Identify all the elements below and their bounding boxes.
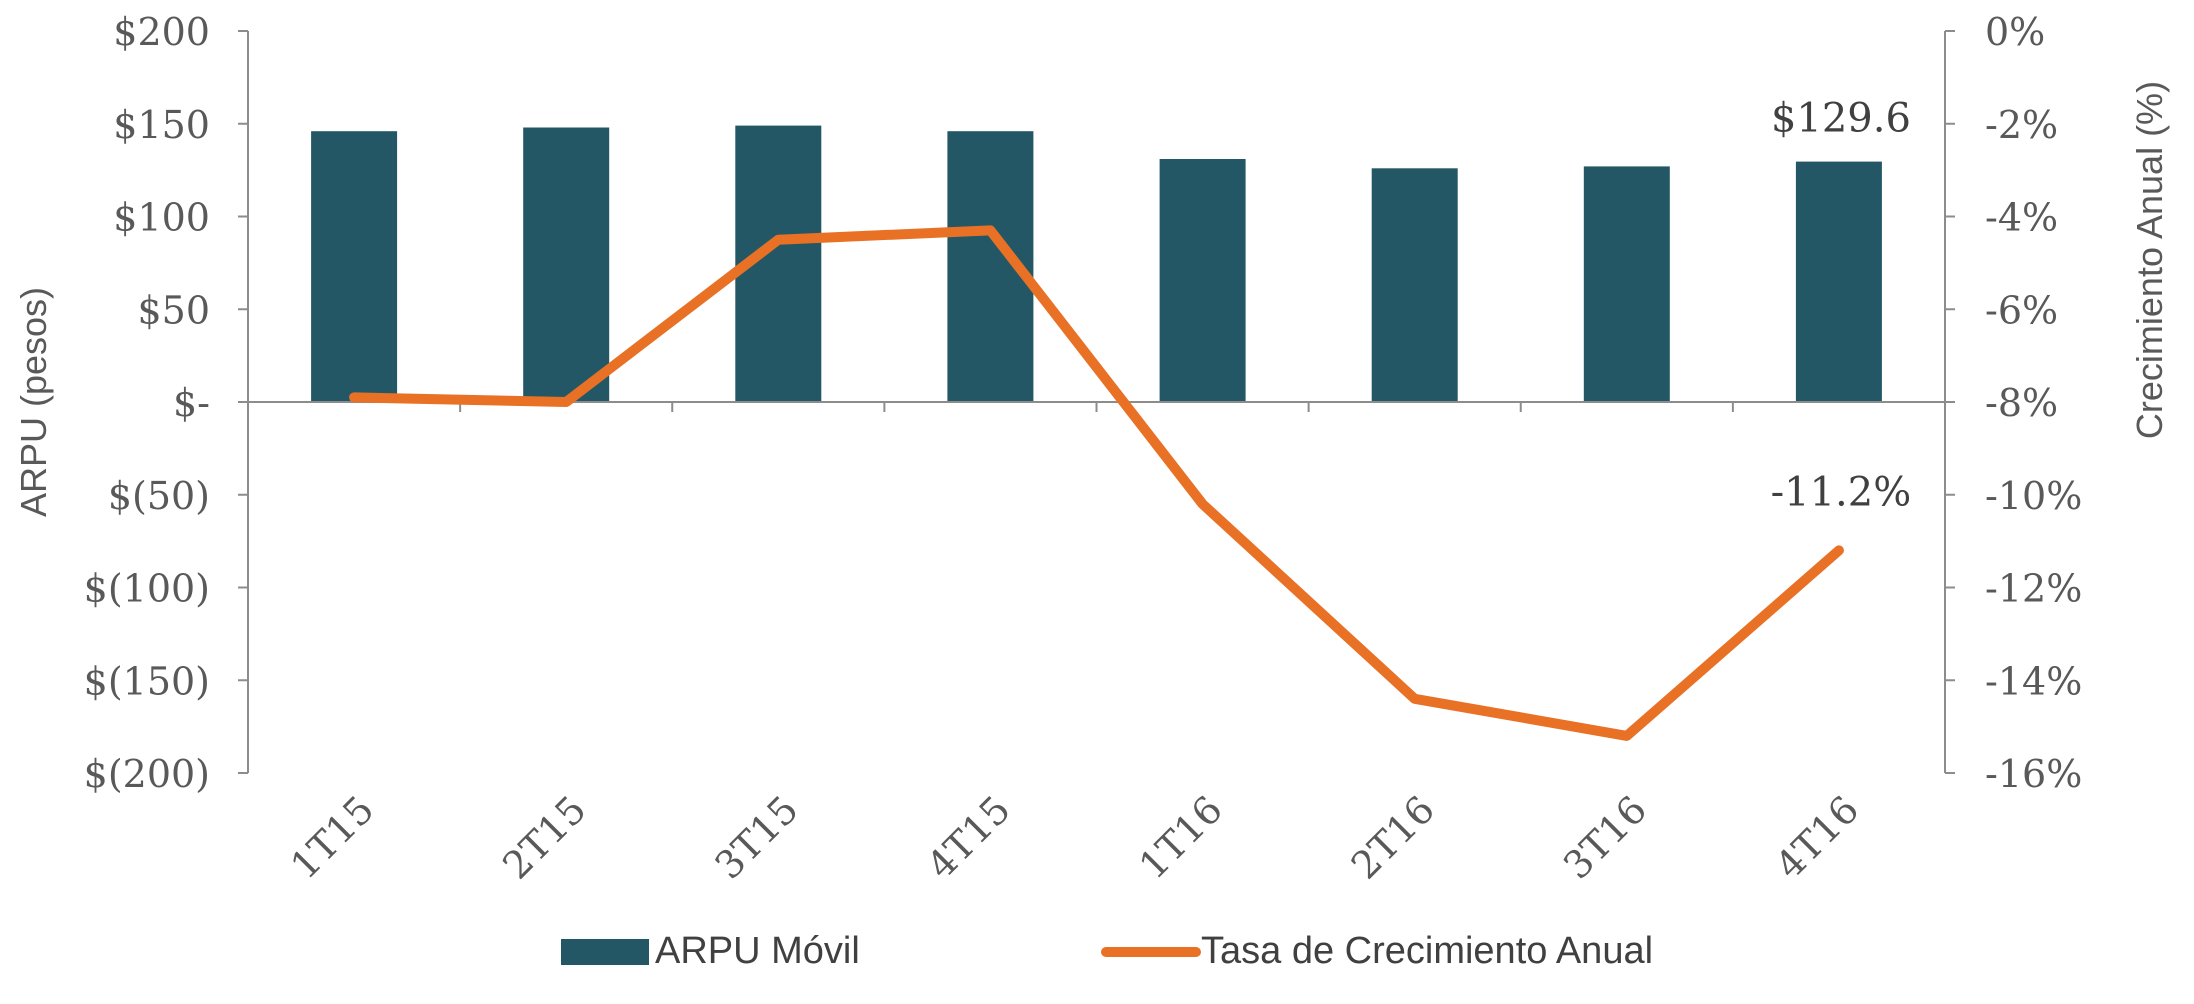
right-tick-label: -10% xyxy=(1985,474,2082,518)
bar-3t16 xyxy=(1583,166,1670,402)
bar-1t15 xyxy=(311,131,398,402)
x-tick-label: 4T15 xyxy=(918,787,1018,887)
left-tick-label: $150 xyxy=(113,103,210,147)
x-tick-label: 1T15 xyxy=(282,787,382,887)
left-tick-label: $(150) xyxy=(84,659,210,703)
x-tick-label: 3T16 xyxy=(1555,787,1655,887)
left-tick-label: $50 xyxy=(137,288,210,332)
right-tick-label: -6% xyxy=(1985,288,2058,332)
legend-swatch-arpu xyxy=(561,939,649,965)
left-tick-label: $(50) xyxy=(108,474,210,518)
right-tick-label: -12% xyxy=(1985,567,2082,611)
x-tick-label: 2T15 xyxy=(494,787,594,887)
bar-4t16 xyxy=(1795,161,1882,402)
right-tick-label: -4% xyxy=(1985,196,2058,240)
growth-rate-line xyxy=(349,225,1844,741)
right-tick-label: -16% xyxy=(1985,752,2082,796)
bar-2t15 xyxy=(523,127,610,402)
y2-axis-title: Crecimiento Anual (%) xyxy=(2129,81,2170,439)
left-tick-label: $(200) xyxy=(84,752,210,796)
legend-label-arpu: ARPU Móvil xyxy=(655,930,860,972)
right-tick-label: -8% xyxy=(1985,381,2058,425)
x-tick-label: 1T16 xyxy=(1131,787,1231,887)
right-tick-label: -2% xyxy=(1985,103,2058,147)
right-tick-label: 0% xyxy=(1985,10,2045,54)
left-tick-label: $(100) xyxy=(84,567,210,611)
legend-label-growth: Tasa de Crecimiento Anual xyxy=(1201,930,1653,972)
x-tick-label: 3T15 xyxy=(706,787,806,887)
left-tick-label: $- xyxy=(173,381,210,425)
right-tick-label: -14% xyxy=(1985,659,2082,703)
bar-1t16 xyxy=(1159,159,1246,402)
x-tick-label: 4T16 xyxy=(1767,787,1867,887)
line-data-label: -11.2% xyxy=(1771,469,1912,515)
left-tick-label: $100 xyxy=(113,196,210,240)
y-axis-title: ARPU (pesos) xyxy=(13,287,54,517)
bar-data-label: $129.6 xyxy=(1771,96,1911,142)
left-tick-label: $200 xyxy=(113,10,210,54)
x-tick-label: 2T16 xyxy=(1343,787,1443,887)
bar-2t16 xyxy=(1371,168,1458,402)
